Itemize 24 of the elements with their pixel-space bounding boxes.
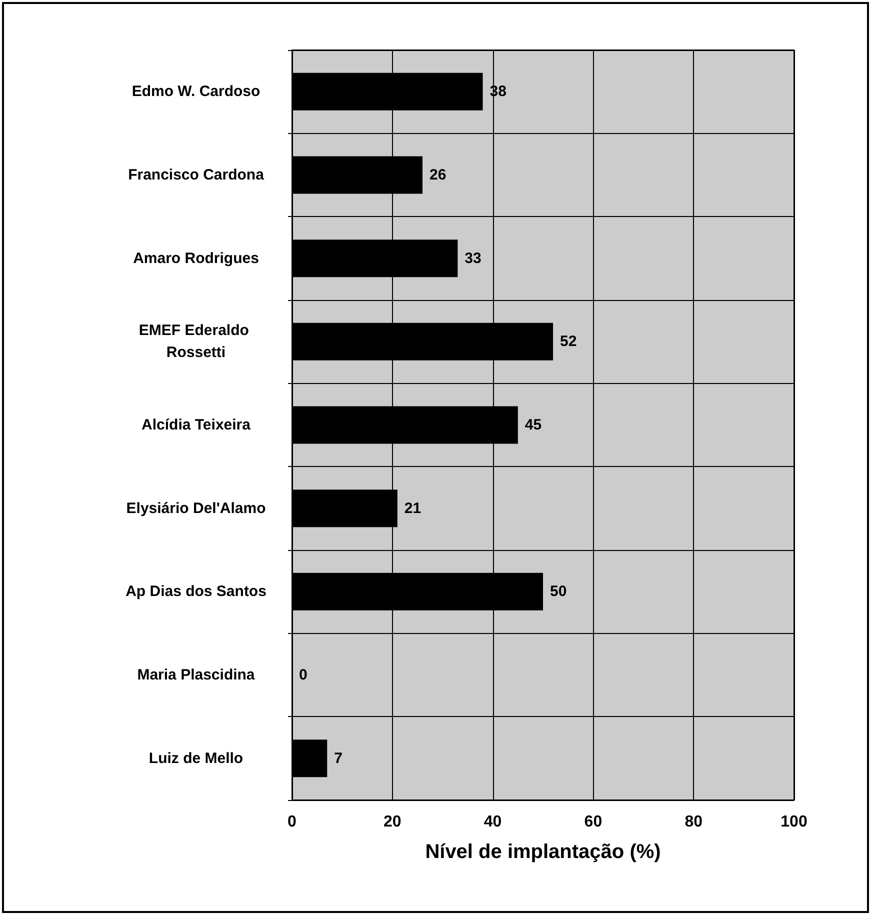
x-tick-label: 80	[684, 814, 703, 830]
x-axis-title: Nível de implantação (%)	[425, 841, 661, 863]
y-tick-label: Ap Dias dos Santos	[126, 583, 266, 600]
data-label: 26	[430, 166, 446, 184]
x-tick-label: 20	[384, 814, 402, 830]
x-tick-label: 60	[584, 814, 602, 830]
x-tick-label: 100	[780, 814, 808, 830]
y-tick-label: Edmo W. Cardoso	[132, 83, 260, 100]
y-tick-label: EMEF Ederaldo Rossetti	[138, 322, 254, 362]
x-tick-label: 0	[288, 814, 297, 830]
data-label: 33	[464, 250, 482, 267]
y-tick-label: Francisco Cardona	[128, 166, 265, 184]
y-tick-label: Maria Plascidina	[137, 666, 256, 684]
y-tick-label: Alcídia Teixeira	[142, 416, 252, 434]
data-label: 21	[404, 500, 422, 517]
y-tick-label: Luiz de Mello	[148, 750, 244, 767]
data-label: 0	[299, 666, 308, 684]
data-label: 50	[550, 583, 567, 600]
data-label: 45	[524, 416, 542, 434]
data-label: 52	[560, 333, 577, 350]
y-tick-label: Amaro Rodrigues	[133, 250, 259, 267]
x-tick-label: 40	[484, 814, 502, 830]
data-label: 7	[334, 750, 342, 767]
y-tick-label: Elysiário Del'Alamo	[126, 500, 266, 517]
